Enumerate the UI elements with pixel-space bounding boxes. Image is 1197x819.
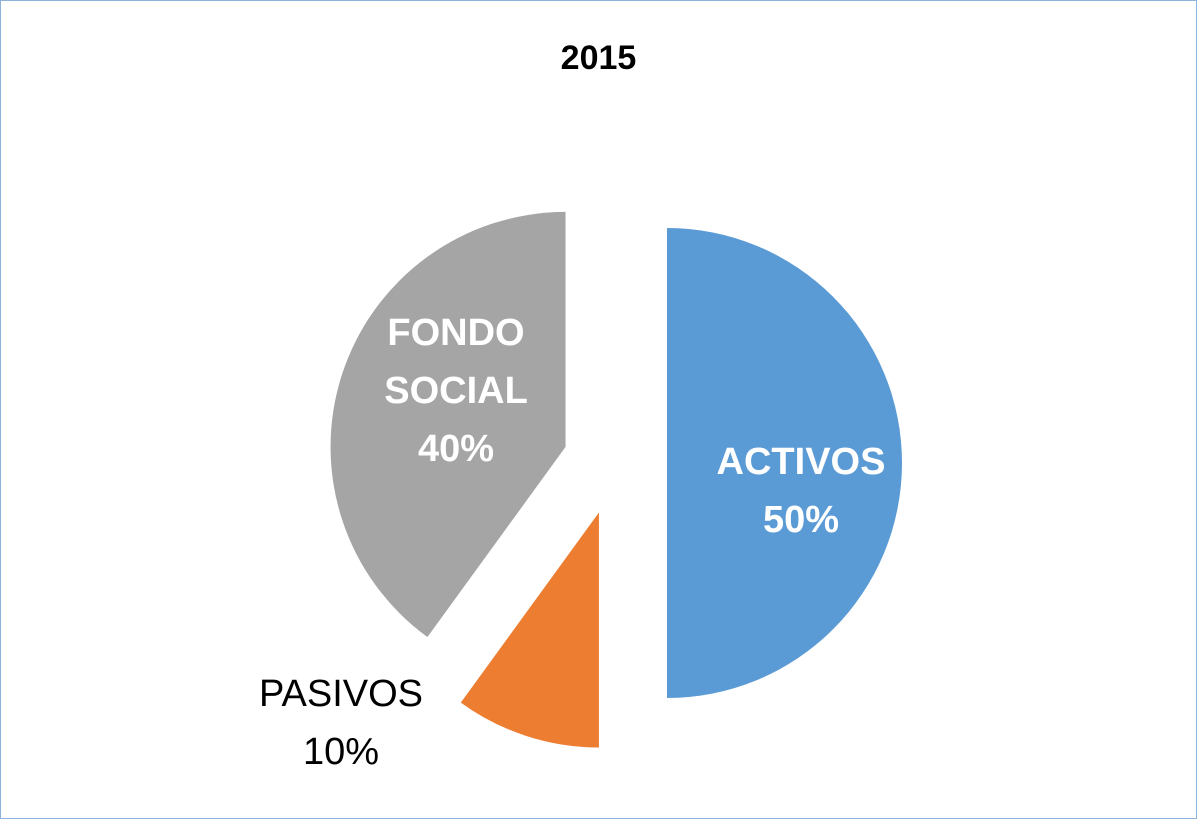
slice-label: ACTIVOS 50% (706, 433, 896, 549)
category-label: PASIVOS (258, 673, 424, 715)
chart-title: 2015 (560, 39, 637, 77)
pie-slice (330, 211, 566, 638)
value-label: 40% (417, 428, 495, 470)
value-label: 50% (762, 499, 840, 541)
pie-slice (667, 228, 902, 698)
category-label: FONDO SOCIAL (384, 312, 528, 412)
category-label: ACTIVOS (716, 441, 886, 483)
slice-label: FONDO SOCIAL 40% (361, 304, 551, 478)
value-label: 10% (302, 731, 380, 773)
slice-label: PASIVOS 10% (246, 665, 436, 781)
pie-slice (460, 512, 599, 748)
